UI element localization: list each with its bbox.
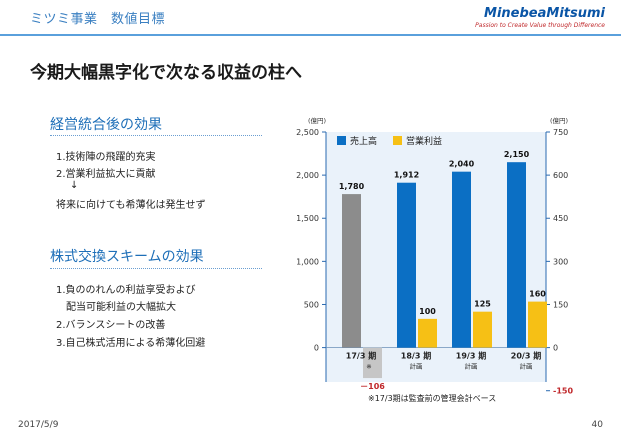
profit-data-label: 100	[419, 307, 436, 316]
logo-name: MinebeaMitsumi	[484, 6, 605, 21]
section2-line: 配当可能利益の大幅拡大	[66, 302, 176, 313]
chart-note: ※17/3期は監査前の管理会計ベース	[368, 394, 497, 403]
right-tick-label: 600	[553, 171, 568, 180]
sales-bar	[342, 194, 361, 348]
section1-line: 将来に向けても希薄化は発生せず	[56, 200, 206, 211]
sales-data-label: 1,912	[394, 171, 419, 180]
down-arrow-icon: ↓	[70, 180, 79, 191]
profit-data-label: 160	[529, 290, 546, 299]
section1-divider	[50, 135, 262, 136]
sales-bar	[507, 162, 526, 348]
company-logo: MinebeaMitsumi Passion to Create Value t…	[475, 6, 605, 29]
right-tick-label: 450	[553, 214, 568, 223]
slide-title: 今期大幅黒字化で次なる収益の柱へ	[30, 63, 302, 83]
section1-line: 2.営業利益拡大に貢献	[56, 169, 156, 180]
section1-line: 1.技術陣の飛躍的充実	[56, 152, 156, 163]
right-axis-unit: (億円)	[550, 116, 568, 125]
logo-tagline: Passion to Create Value through Differen…	[475, 22, 605, 29]
profit-bar	[418, 318, 437, 348]
header-rule	[0, 34, 621, 36]
profit-data-label: 125	[474, 300, 491, 309]
section2-line: 3.自己株式活用による希薄化回避	[56, 338, 206, 349]
left-tick-label: 0	[314, 344, 319, 353]
sales-data-label: 2,040	[449, 160, 475, 169]
left-tick-label: 1,500	[296, 214, 319, 223]
left-tick-label: 2,500	[296, 128, 319, 137]
right-tick-label: 300	[553, 257, 568, 266]
right-tick-label: -150	[553, 387, 573, 396]
profit-bar	[363, 347, 382, 379]
sales-bar	[397, 182, 416, 348]
left-tick-label: 2,000	[296, 171, 319, 180]
category-label: 19/3 期	[456, 351, 486, 361]
section2-line: 2.バランスシートの改善	[56, 320, 166, 331]
section2-line: 1.負ののれんの利益享受および	[56, 285, 196, 296]
profit-data-label: －106	[360, 382, 385, 391]
category-label: 20/3 期	[511, 351, 541, 361]
category-sublabel: 計画	[410, 362, 423, 371]
legend-label: 売上高	[350, 135, 377, 147]
section-title: ミツミ事業 数値目標	[30, 12, 166, 27]
category-sublabel: 計画	[465, 362, 478, 371]
left-tick-label: 500	[304, 300, 319, 309]
sales-data-label: 2,150	[504, 150, 530, 159]
page-number: 40	[591, 420, 603, 430]
footer-date: 2017/5/9	[18, 420, 59, 430]
profit-bar	[528, 301, 547, 348]
header-bar: ミツミ事業 数値目標 MinebeaMitsumi Passion to Cre…	[0, 0, 621, 40]
legend-label: 営業利益	[406, 135, 442, 147]
sales-data-label: 1,780	[339, 182, 365, 191]
category-sublabel: 計画	[520, 362, 533, 371]
right-tick-label: 0	[553, 344, 558, 353]
right-tick-label: 750	[553, 128, 568, 137]
right-tick-label: 150	[553, 300, 568, 309]
legend-swatch	[393, 136, 402, 145]
category-label: 18/3 期	[401, 351, 431, 361]
sales-bar	[452, 171, 471, 348]
left-axis-unit: (億円)	[308, 116, 326, 125]
category-label: 17/3 期	[346, 351, 376, 361]
section1-heading: 経営統合後の効果	[50, 117, 162, 133]
category-sublabel: ※	[366, 363, 371, 371]
profit-bar	[473, 311, 492, 348]
section2-divider	[50, 268, 262, 269]
legend-swatch	[337, 136, 346, 145]
section2-heading: 株式交換スキームの効果	[50, 249, 204, 265]
left-tick-label: 1,000	[296, 257, 319, 266]
